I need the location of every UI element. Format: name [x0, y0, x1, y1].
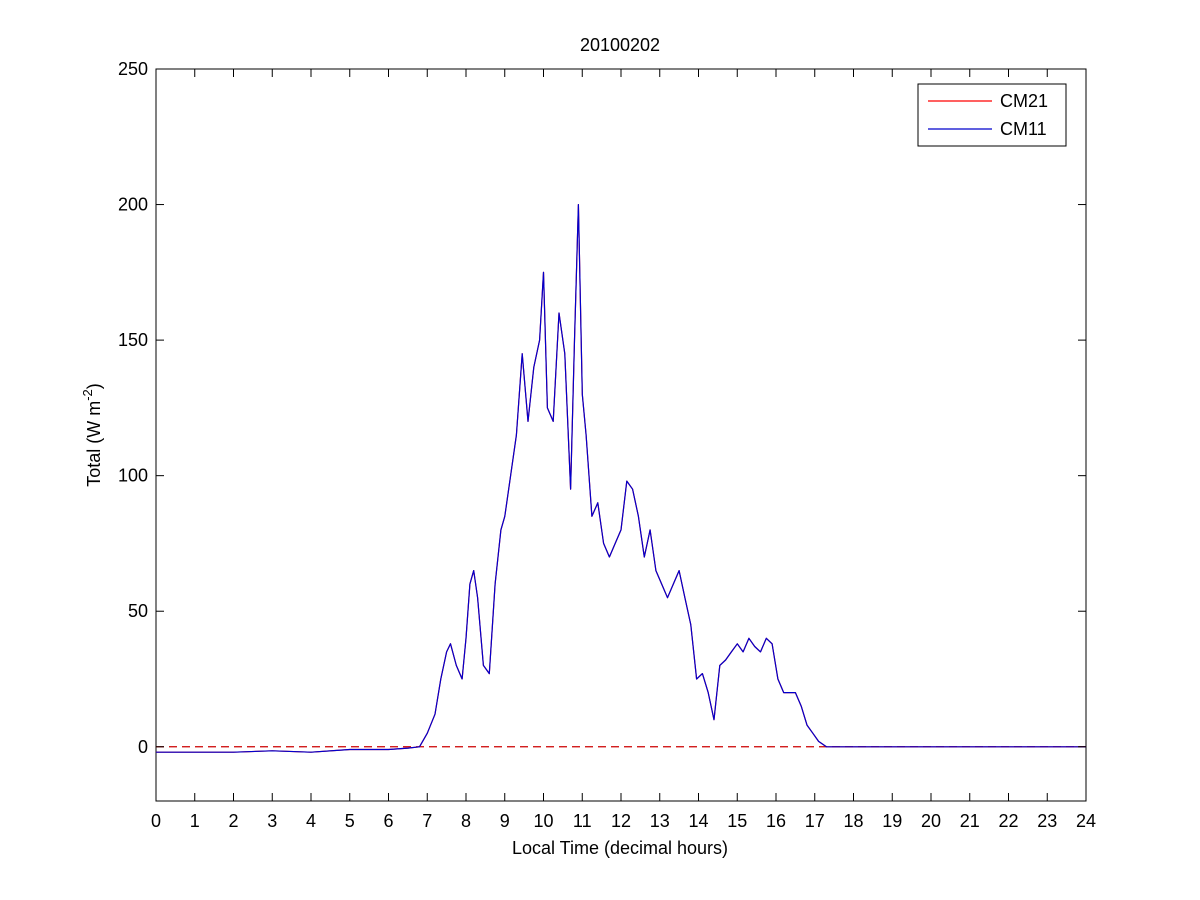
legend-label-cm21: CM21: [1000, 91, 1048, 111]
x-axis-label: Local Time (decimal hours): [512, 838, 728, 858]
x-tick-label: 15: [727, 811, 747, 831]
y-axis-ticks: 0 50 100 150 200 250: [118, 59, 1086, 757]
x-tick-label: 20: [921, 811, 941, 831]
x-tick-label: 11: [573, 811, 592, 831]
y-axis-label-main: Total (W m: [84, 401, 104, 487]
plot-area: [155, 68, 1087, 802]
series-layer: [156, 204, 1086, 753]
plot-frame: [155, 68, 1087, 802]
x-tick-label: 18: [843, 811, 863, 831]
x-tick-label: 2: [228, 811, 238, 831]
x-tick-label: 1: [190, 811, 200, 831]
x-tick-label: 8: [461, 811, 471, 831]
x-tick-label: 17: [805, 811, 825, 831]
x-tick-label: 21: [960, 811, 980, 831]
x-tick-label: 24: [1076, 811, 1096, 831]
y-axis-label-end: ): [84, 383, 104, 389]
x-tick-label: 19: [882, 811, 902, 831]
x-tick-label: 4: [306, 811, 316, 831]
y-axis-label: Total (W m-2): [80, 383, 104, 487]
legend-label-cm11: CM11: [1000, 119, 1047, 139]
y-tick-label: 100: [118, 466, 148, 486]
x-tick-label: 7: [422, 811, 432, 831]
x-tick-label: 10: [533, 811, 553, 831]
x-tick-label: 23: [1037, 811, 1057, 831]
x-tick-label: 14: [688, 811, 708, 831]
y-tick-label: 50: [128, 601, 148, 621]
x-tick-label: 3: [267, 811, 277, 831]
x-tick-label: 13: [650, 811, 670, 831]
x-axis-ticks: 0 1 2 3 4 5 6 7 8 9 10 11 12 13 14 15 16 17 18 19 20 21 22 23 24: [151, 69, 1096, 831]
y-tick-label: 200: [118, 195, 148, 215]
y-tick-label: 150: [118, 330, 148, 350]
legend-box: [917, 83, 1067, 147]
x-tick-label: 9: [500, 811, 510, 831]
y-tick-label: 0: [138, 737, 148, 757]
x-tick-label: 6: [383, 811, 393, 831]
x-tick-label: 5: [345, 811, 355, 831]
x-tick-label: 12: [611, 811, 631, 831]
legend: CM21 CM11: [917, 83, 1067, 147]
x-tick-label: 0: [151, 811, 161, 831]
y-axis-label-sup: -2: [80, 389, 95, 401]
x-tick-label: 22: [998, 811, 1018, 831]
series-line-cm11: [156, 204, 1086, 753]
chart-title: 20100202: [580, 35, 660, 55]
y-tick-label: 250: [118, 59, 148, 79]
x-tick-label: 16: [766, 811, 786, 831]
